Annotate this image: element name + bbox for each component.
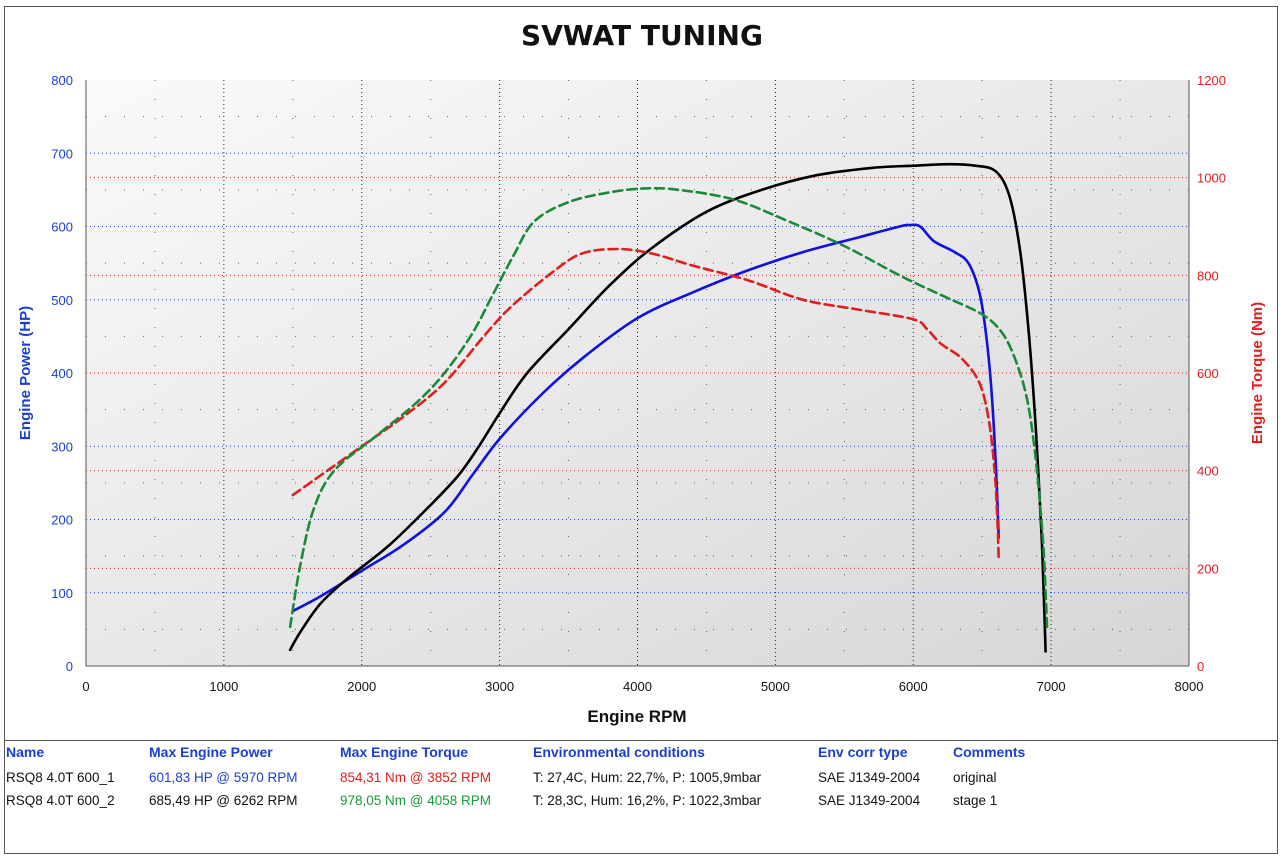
y-right-tick-label: 600 [1197,366,1219,381]
y-right-tick-label: 1200 [1197,73,1226,88]
x-tick-label: 0 [82,679,89,694]
y-left-tick-label: 300 [51,439,73,454]
row-max-power: 601,83 HP @ 5970 RPM [149,770,298,785]
row-corr: SAE J1349-2004 [818,793,921,808]
x-tick-label: 7000 [1037,679,1066,694]
col-header-max-torque: Max Engine Torque [340,744,469,760]
y-left-tick-label: 200 [51,513,73,528]
x-tick-label: 1000 [209,679,238,694]
plot-background [86,80,1189,666]
row-env: T: 27,4C, Hum: 22,7%, P: 1005,9mbar [533,770,762,785]
row-max-torque: 978,05 Nm @ 4058 RPM [340,793,492,808]
dyno-chart: SVWAT TUNING 0 1000 2000 3000 4000 5000 6000 70… [17,19,1266,726]
x-tick-label: 4000 [623,679,652,694]
col-header-name: Name [6,744,45,760]
y-right-tick-label: 800 [1197,268,1219,283]
x-tick-label: 3000 [485,679,514,694]
row-max-torque: 854,31 Nm @ 3852 RPM [340,770,492,785]
row-max-power: 685,49 HP @ 6262 RPM [149,793,298,808]
col-header-corr: Env corr type [818,744,908,760]
y-left-tick-label: 400 [51,366,73,381]
plot-area: 0 1000 2000 3000 4000 5000 6000 7000 80000100200… [51,73,1226,694]
y-right-tick-label: 1000 [1197,171,1226,186]
y-right-tick-label: 400 [1197,464,1219,479]
series-line-power-stage1 [288,162,1047,653]
col-header-env: Environmental conditions [533,744,705,760]
row-corr: SAE J1349-2004 [818,770,921,785]
series-line-power-original [291,223,1000,613]
x-axis-label: Engine RPM [587,707,686,726]
row-name: RSQ8 4.0T 600_2 [6,793,115,808]
x-tick-label: 8000 [1175,679,1204,694]
x-tick-label: 5000 [761,679,790,694]
row-name: RSQ8 4.0T 600_1 [6,770,115,785]
y-right-tick-label: 0 [1197,659,1204,674]
results-table: Name Max Engine Power Max Engine Torque … [4,740,1278,855]
x-tick-label: 2000 [347,679,376,694]
y-axis-left-label: Engine Power (HP) [17,306,34,440]
row-comment: original [953,770,997,785]
row-env: T: 28,3C, Hum: 16,2%, P: 1022,3mbar [533,793,762,808]
col-header-comments: Comments [953,744,1026,760]
y-left-tick-label: 0 [66,659,73,674]
y-left-tick-label: 500 [51,293,73,308]
chart-frame [4,6,1278,854]
row-comment: stage 1 [953,793,998,808]
y-left-tick-label: 800 [51,73,73,88]
y-right-tick-label: 200 [1197,561,1219,576]
y-left-tick-label: 100 [51,586,73,601]
y-left-tick-label: 700 [51,146,73,161]
col-header-max-power: Max Engine Power [149,744,273,760]
chart-title: SVWAT TUNING [521,19,763,52]
series-line-torque-stage1 [288,186,1049,629]
series-line-torque-original [291,247,1000,560]
y-axis-right-label: Engine Torque (Nm) [1249,302,1266,444]
x-tick-label: 6000 [899,679,928,694]
y-left-tick-label: 600 [51,220,73,235]
